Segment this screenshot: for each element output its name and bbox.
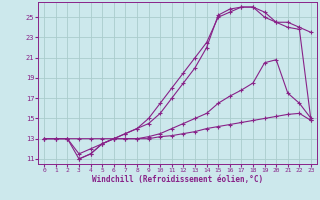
X-axis label: Windchill (Refroidissement éolien,°C): Windchill (Refroidissement éolien,°C) (92, 175, 263, 184)
